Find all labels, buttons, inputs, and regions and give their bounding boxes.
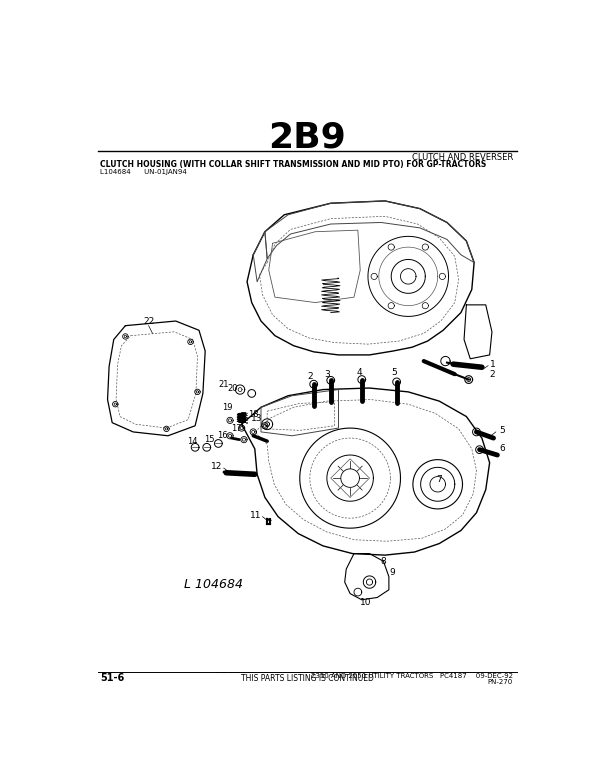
Text: 1: 1 — [490, 359, 496, 369]
Text: 4: 4 — [356, 368, 362, 377]
Text: 20: 20 — [227, 384, 238, 393]
Text: L 104684: L 104684 — [184, 578, 242, 591]
Text: 6: 6 — [500, 445, 505, 453]
Text: 17: 17 — [231, 424, 242, 432]
Text: 2B9: 2B9 — [269, 121, 346, 154]
Text: 15: 15 — [204, 435, 214, 444]
Text: 16: 16 — [217, 431, 227, 440]
Text: 12: 12 — [211, 462, 222, 471]
Text: CLUTCH HOUSING (WITH COLLAR SHIFT TRANSMISSION AND MID PTO) FOR GP-TRACTORS: CLUTCH HOUSING (WITH COLLAR SHIFT TRANSM… — [100, 160, 486, 169]
Text: 2: 2 — [307, 372, 313, 381]
Text: 3: 3 — [324, 369, 330, 379]
Text: 5: 5 — [391, 368, 397, 377]
Text: 13: 13 — [251, 414, 263, 423]
Text: L104684      UN-01JAN94: L104684 UN-01JAN94 — [100, 169, 187, 175]
Text: THIS PARTS LISTING IS CONTINUED: THIS PARTS LISTING IS CONTINUED — [241, 674, 374, 683]
Text: PN-270: PN-270 — [488, 679, 513, 685]
Text: 19: 19 — [222, 403, 232, 412]
Text: 10: 10 — [360, 598, 371, 608]
Text: 8: 8 — [380, 557, 386, 566]
Text: 21: 21 — [218, 379, 229, 389]
Text: 18: 18 — [248, 411, 259, 420]
Text: 51-6: 51-6 — [100, 674, 124, 684]
Text: 22: 22 — [143, 317, 154, 327]
Text: 2350 AND 2550 UTILITY TRACTORS   PC4187    09-DEC-92: 2350 AND 2550 UTILITY TRACTORS PC4187 09… — [311, 673, 513, 679]
Text: 7: 7 — [436, 475, 442, 484]
Text: 2: 2 — [490, 369, 495, 379]
Text: 5: 5 — [500, 426, 505, 435]
Text: 14: 14 — [188, 437, 198, 445]
Text: 11: 11 — [250, 511, 261, 520]
Text: CLUTCH AND REVERSER: CLUTCH AND REVERSER — [412, 154, 514, 162]
Text: 9: 9 — [390, 567, 395, 577]
